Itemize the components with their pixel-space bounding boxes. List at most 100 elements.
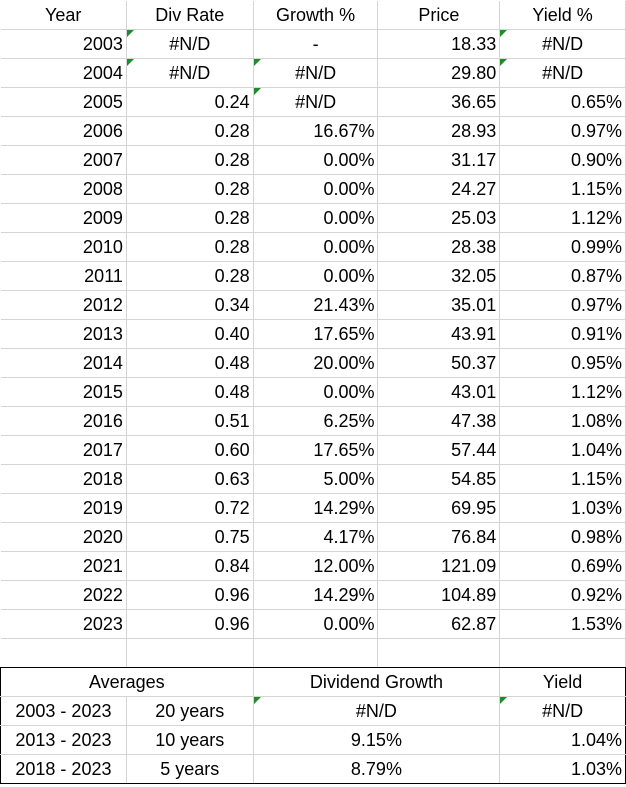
cell-growth[interactable]: #N/D <box>253 87 379 117</box>
summary-growth[interactable]: 8.79% <box>253 754 501 784</box>
cell-div-rate[interactable]: 0.28 <box>126 145 254 175</box>
cell-year[interactable]: 2018 <box>0 464 127 494</box>
cell-price[interactable]: 62.87 <box>377 609 501 639</box>
header-div-rate[interactable]: Div Rate <box>126 1 254 30</box>
blank-cell[interactable] <box>499 638 626 668</box>
cell-price[interactable]: 35.01 <box>377 290 501 320</box>
cell-div-rate[interactable]: 0.24 <box>126 87 254 117</box>
cell-year[interactable]: 2007 <box>0 145 127 175</box>
cell-year[interactable]: 2003 <box>0 29 127 59</box>
summary-header-growth[interactable]: Dividend Growth <box>253 667 501 697</box>
cell-year[interactable]: 2017 <box>0 435 127 465</box>
cell-yield[interactable]: 0.99% <box>499 232 626 262</box>
summary-growth[interactable]: #N/D <box>253 696 501 726</box>
summary-growth[interactable]: 9.15% <box>253 725 501 755</box>
cell-yield[interactable]: #N/D <box>499 29 626 59</box>
cell-price[interactable]: 25.03 <box>377 203 501 233</box>
cell-growth[interactable]: 0.00% <box>253 174 379 204</box>
cell-price[interactable]: 43.91 <box>377 319 501 349</box>
cell-growth[interactable]: 6.25% <box>253 406 379 436</box>
cell-price[interactable]: 69.95 <box>377 493 501 523</box>
cell-growth[interactable]: 16.67% <box>253 116 379 146</box>
cell-year[interactable]: 2011 <box>0 261 127 291</box>
cell-year[interactable]: 2014 <box>0 348 127 378</box>
cell-yield[interactable]: 0.91% <box>499 319 626 349</box>
cell-yield[interactable]: 0.98% <box>499 522 626 552</box>
header-yield[interactable]: Yield % <box>499 1 626 30</box>
cell-yield[interactable]: #N/D <box>499 58 626 88</box>
summary-yield[interactable]: #N/D <box>499 696 626 726</box>
summary-range[interactable]: 2003 - 2023 <box>0 696 127 726</box>
header-price[interactable]: Price <box>377 1 501 30</box>
cell-growth[interactable]: 5.00% <box>253 464 379 494</box>
cell-year[interactable]: 2009 <box>0 203 127 233</box>
summary-header-averages[interactable]: Averages <box>0 667 254 697</box>
cell-growth[interactable]: 0.00% <box>253 261 379 291</box>
cell-div-rate[interactable]: 0.96 <box>126 609 254 639</box>
blank-cell[interactable] <box>253 638 379 668</box>
cell-price[interactable]: 104.89 <box>377 580 501 610</box>
cell-year[interactable]: 2019 <box>0 493 127 523</box>
cell-growth[interactable]: 0.00% <box>253 203 379 233</box>
cell-price[interactable]: 57.44 <box>377 435 501 465</box>
cell-div-rate[interactable]: 0.48 <box>126 377 254 407</box>
cell-yield[interactable]: 0.97% <box>499 116 626 146</box>
cell-yield[interactable]: 1.12% <box>499 377 626 407</box>
cell-yield[interactable]: 1.04% <box>499 435 626 465</box>
cell-growth[interactable]: 12.00% <box>253 551 379 581</box>
cell-growth[interactable]: 0.00% <box>253 377 379 407</box>
cell-price[interactable]: 28.93 <box>377 116 501 146</box>
cell-price[interactable]: 43.01 <box>377 377 501 407</box>
cell-growth[interactable]: 0.00% <box>253 609 379 639</box>
cell-year[interactable]: 2010 <box>0 232 127 262</box>
cell-price[interactable]: 31.17 <box>377 145 501 175</box>
summary-header-yield[interactable]: Yield <box>499 667 626 697</box>
cell-year[interactable]: 2021 <box>0 551 127 581</box>
cell-yield[interactable]: 1.08% <box>499 406 626 436</box>
cell-growth[interactable]: 14.29% <box>253 493 379 523</box>
cell-price[interactable]: 50.37 <box>377 348 501 378</box>
cell-growth[interactable]: 14.29% <box>253 580 379 610</box>
cell-price[interactable]: 29.80 <box>377 58 501 88</box>
cell-price[interactable]: 18.33 <box>377 29 501 59</box>
cell-div-rate[interactable]: 0.51 <box>126 406 254 436</box>
cell-year[interactable]: 2006 <box>0 116 127 146</box>
cell-yield[interactable]: 0.95% <box>499 348 626 378</box>
cell-year[interactable]: 2012 <box>0 290 127 320</box>
cell-yield[interactable]: 1.03% <box>499 493 626 523</box>
cell-div-rate[interactable]: 0.84 <box>126 551 254 581</box>
summary-yield[interactable]: 1.03% <box>499 754 626 784</box>
cell-yield[interactable]: 1.12% <box>499 203 626 233</box>
header-year[interactable]: Year <box>0 1 127 30</box>
cell-growth[interactable]: 17.65% <box>253 319 379 349</box>
cell-yield[interactable]: 1.53% <box>499 609 626 639</box>
cell-growth[interactable]: 0.00% <box>253 145 379 175</box>
summary-yield[interactable]: 1.04% <box>499 725 626 755</box>
cell-div-rate[interactable]: 0.28 <box>126 232 254 262</box>
cell-yield[interactable]: 0.92% <box>499 580 626 610</box>
cell-div-rate[interactable]: 0.72 <box>126 493 254 523</box>
cell-growth[interactable]: 4.17% <box>253 522 379 552</box>
blank-cell[interactable] <box>0 638 127 668</box>
cell-growth[interactable]: 17.65% <box>253 435 379 465</box>
cell-year[interactable]: 2013 <box>0 319 127 349</box>
cell-yield[interactable]: 1.15% <box>499 174 626 204</box>
cell-price[interactable]: 24.27 <box>377 174 501 204</box>
cell-growth[interactable]: #N/D <box>253 58 379 88</box>
cell-price[interactable]: 28.38 <box>377 232 501 262</box>
cell-div-rate[interactable]: 0.28 <box>126 174 254 204</box>
cell-year[interactable]: 2016 <box>0 406 127 436</box>
cell-div-rate[interactable]: 0.28 <box>126 203 254 233</box>
blank-cell[interactable] <box>126 638 254 668</box>
cell-year[interactable]: 2023 <box>0 609 127 639</box>
summary-span[interactable]: 10 years <box>126 725 254 755</box>
cell-growth[interactable]: - <box>253 29 379 59</box>
cell-div-rate[interactable]: 0.34 <box>126 290 254 320</box>
summary-range[interactable]: 2018 - 2023 <box>0 754 127 784</box>
cell-div-rate[interactable]: 0.28 <box>126 116 254 146</box>
cell-yield[interactable]: 0.97% <box>499 290 626 320</box>
cell-div-rate[interactable]: 0.75 <box>126 522 254 552</box>
summary-range[interactable]: 2013 - 2023 <box>0 725 127 755</box>
cell-growth[interactable]: 21.43% <box>253 290 379 320</box>
summary-span[interactable]: 20 years <box>126 696 254 726</box>
